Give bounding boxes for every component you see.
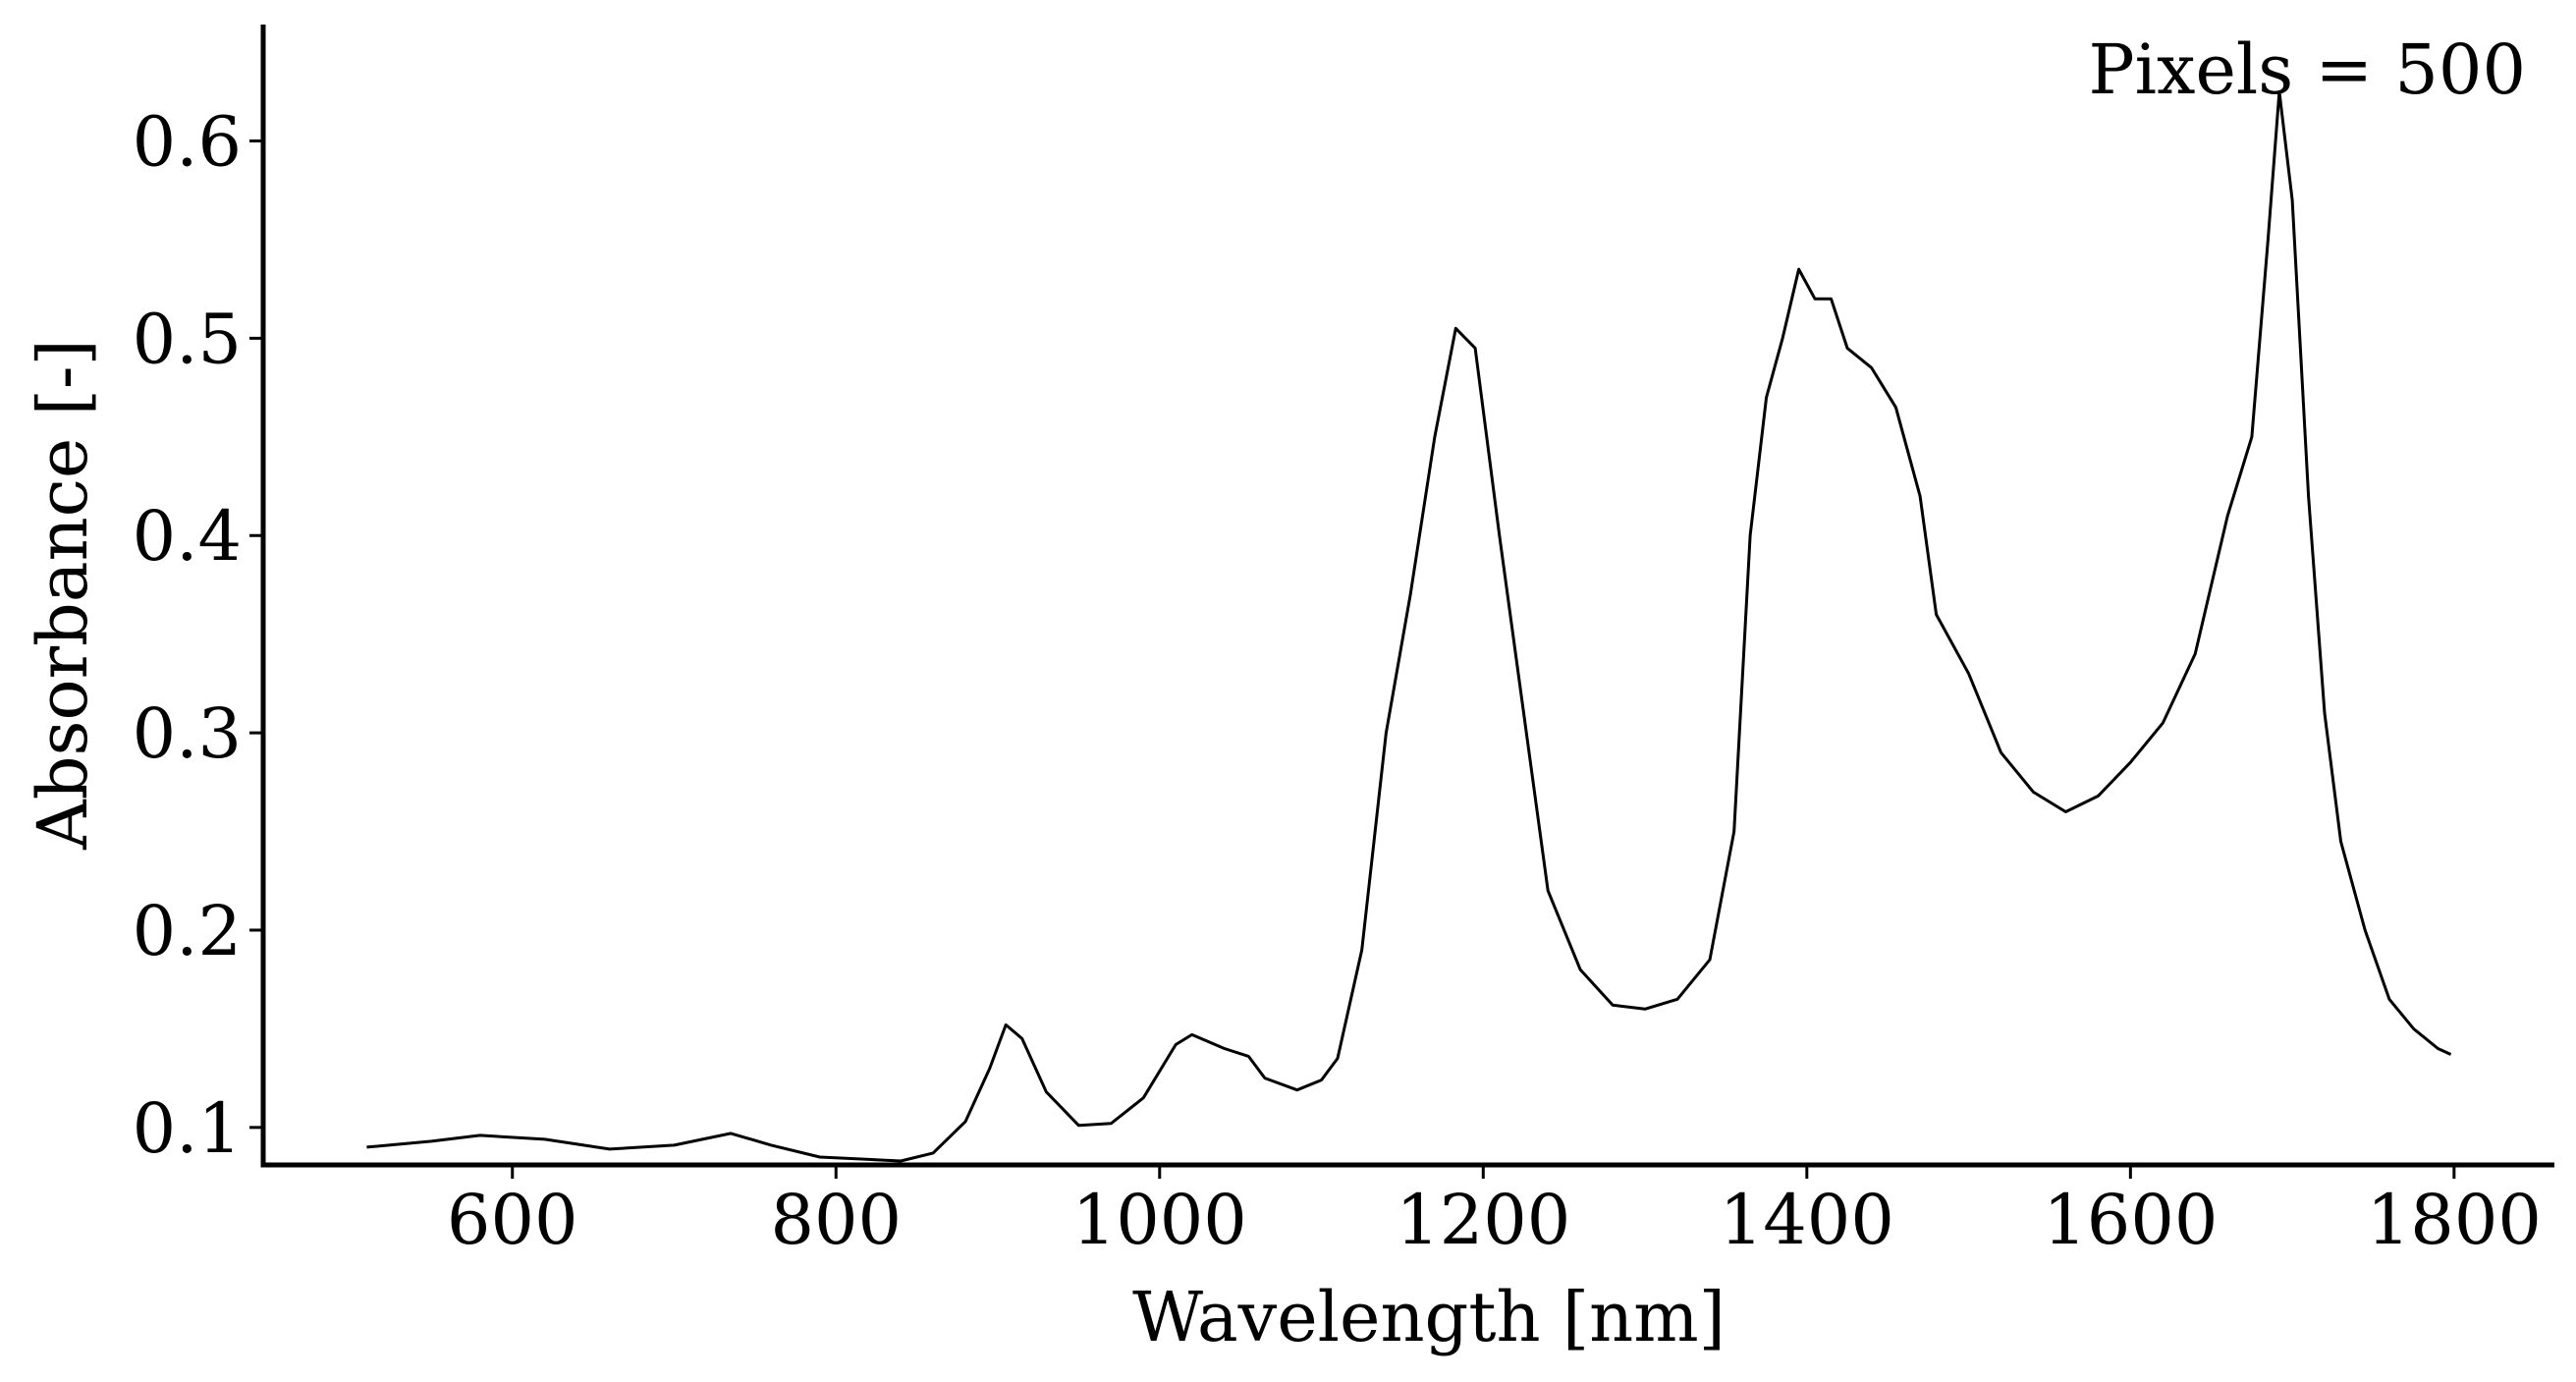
x-tick-label: 800: [770, 1180, 902, 1260]
x-tick-label: 1800: [2367, 1180, 2542, 1260]
x-tick-label: 600: [447, 1180, 578, 1260]
x-tick-label: 1600: [2043, 1180, 2218, 1260]
y-tick-label: 0.6: [133, 102, 242, 183]
y-axis-label: Absorbance [-]: [23, 339, 103, 851]
y-tick-label: 0.4: [133, 496, 242, 577]
annotation: Pixels = 500: [2089, 29, 2526, 110]
x-tick-label: 1400: [1720, 1180, 1894, 1260]
x-axis-label: Wavelength [nm]: [1132, 1277, 1726, 1357]
y-tick-label: 0.5: [133, 299, 242, 379]
data-line: [366, 89, 2452, 1163]
y-tick-label: 0.3: [133, 693, 242, 774]
x-tick-label: 1200: [1396, 1180, 1570, 1260]
x-tick-label: 1000: [1072, 1180, 1247, 1260]
y-tick-label: 0.2: [133, 891, 242, 971]
y-tick-label: 0.1: [133, 1088, 242, 1169]
